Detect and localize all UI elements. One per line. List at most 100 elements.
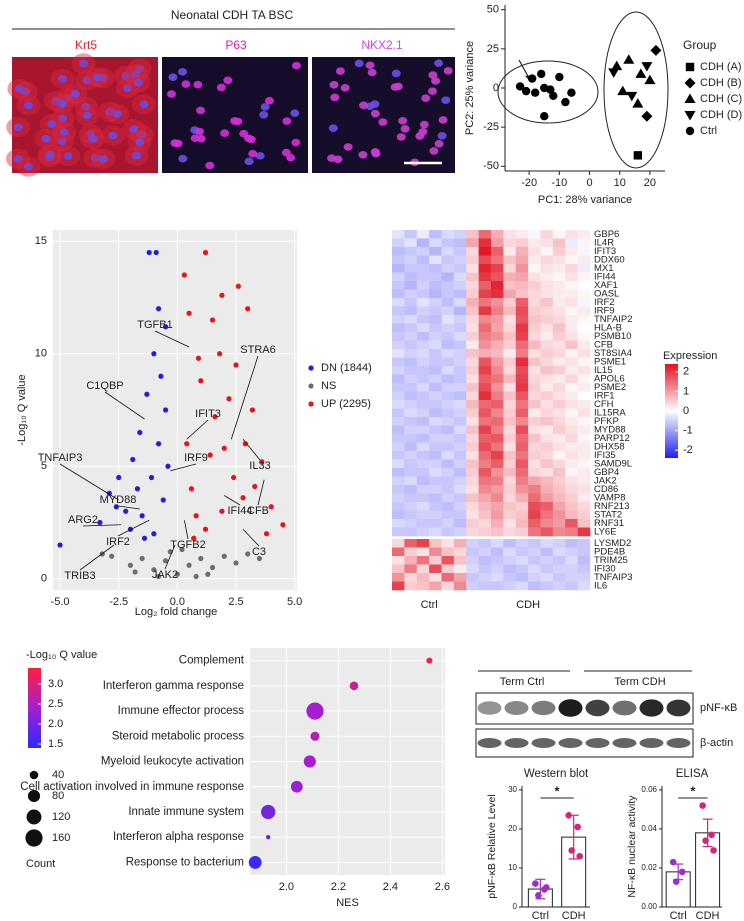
- point: [153, 249, 159, 256]
- heat-cell: [540, 539, 554, 548]
- annotation-leader: [257, 479, 265, 506]
- heat-cell: [552, 357, 566, 367]
- band: [639, 738, 664, 748]
- nucleus: [63, 152, 73, 160]
- heat-cell: [503, 485, 517, 494]
- heat-cell: [441, 332, 455, 341]
- heat-cell: [565, 264, 578, 273]
- heat-cell: [404, 573, 418, 582]
- heat-cell: [466, 272, 479, 282]
- heat-cell: [565, 255, 578, 265]
- blot: [475, 692, 694, 725]
- row-label: MX1: [594, 263, 614, 274]
- heat-cell: [453, 298, 467, 307]
- heat-cell: [392, 383, 405, 392]
- row-label: LYSMD2: [594, 538, 631, 549]
- heat-cell: [491, 573, 504, 582]
- nucleus: [178, 68, 188, 76]
- heat-cell: [466, 581, 479, 591]
- heat-cell: [577, 247, 591, 256]
- heat-cell: [429, 564, 442, 574]
- heat-cell: [540, 442, 554, 452]
- heat-cell: [453, 238, 467, 248]
- heat-cell: [429, 556, 442, 565]
- heat-cell: [392, 510, 405, 520]
- row-label: PSME1: [594, 356, 626, 367]
- heat-cell: [503, 340, 517, 350]
- heat-cell: [528, 485, 541, 494]
- heat-cell: [466, 340, 479, 350]
- point: [245, 551, 251, 557]
- heat-cell: [503, 323, 517, 333]
- heat-cell: [540, 332, 554, 341]
- heat-cell: [552, 349, 566, 358]
- heat-cell: [404, 539, 418, 548]
- heat-cell: [491, 349, 504, 358]
- heat-cell: [478, 289, 492, 299]
- legend-marker: [685, 62, 695, 72]
- heat-cell: [453, 556, 467, 565]
- heat-cell: [429, 323, 442, 333]
- heat-cell: [565, 417, 578, 426]
- heat-cell: [404, 332, 418, 341]
- heat-cell: [416, 556, 430, 565]
- heat-cell: [577, 573, 591, 582]
- row-label: APOL6: [594, 373, 625, 384]
- heat-cell: [404, 442, 418, 452]
- point: [151, 351, 157, 357]
- point: [626, 91, 638, 102]
- annotation-label: C3: [252, 546, 266, 558]
- heat-cell: [528, 527, 541, 537]
- nucleus: [335, 67, 345, 75]
- heat-cell: [416, 564, 430, 574]
- y-tick-label: 20: [508, 824, 517, 833]
- heat-cell: [528, 238, 541, 248]
- heat-cell: [565, 519, 578, 528]
- legend-label: CDH (C): [700, 93, 742, 105]
- heat-cell: [441, 539, 455, 548]
- heat-cell: [528, 451, 541, 460]
- heat-cell: [478, 417, 492, 426]
- heat-cell: [466, 573, 479, 582]
- nucleus: [233, 117, 243, 126]
- nucleus: [23, 101, 33, 110]
- heat-cell: [540, 238, 554, 248]
- row-label: DDX60: [594, 254, 625, 265]
- heat-cell: [491, 502, 504, 511]
- heat-cell: [540, 289, 554, 299]
- heat-cell: [416, 425, 430, 435]
- heat-cell: [540, 468, 554, 477]
- heat-cell: [503, 459, 517, 469]
- heat-cell: [429, 391, 442, 401]
- nucleus: [135, 138, 145, 146]
- legend-label: DN (1844): [321, 362, 372, 374]
- x-tick-label: CDH: [562, 910, 586, 921]
- row-label: VAMP8: [594, 492, 626, 503]
- point: [527, 74, 537, 83]
- heat-cell: [503, 564, 517, 574]
- heat-cell: [429, 383, 442, 392]
- y-axis-title: -Log₁₀ Q value: [16, 374, 28, 445]
- heat-cell: [528, 315, 541, 324]
- heat-cell: [552, 323, 566, 333]
- heat-cell: [392, 581, 405, 591]
- heat-cell: [478, 468, 492, 477]
- point: [212, 414, 218, 420]
- row-label: DHX58: [594, 441, 625, 452]
- heat-cell: [515, 247, 529, 256]
- heat-cell: [491, 442, 504, 452]
- legend-label: CDH (A): [700, 61, 742, 73]
- heat-cell: [540, 366, 554, 375]
- nucleus: [70, 89, 80, 98]
- heat-cell: [466, 383, 479, 392]
- heat-cell: [441, 238, 455, 248]
- heat-cell: [478, 383, 492, 392]
- heat-cell: [429, 349, 442, 358]
- legend-marker: [684, 111, 696, 121]
- row-label: JAK2: [594, 475, 617, 486]
- heat-cell: [515, 289, 529, 299]
- dot: [426, 657, 433, 664]
- annotation-leader: [79, 544, 115, 571]
- heat-cell: [478, 298, 492, 307]
- heat-cell: [503, 539, 517, 548]
